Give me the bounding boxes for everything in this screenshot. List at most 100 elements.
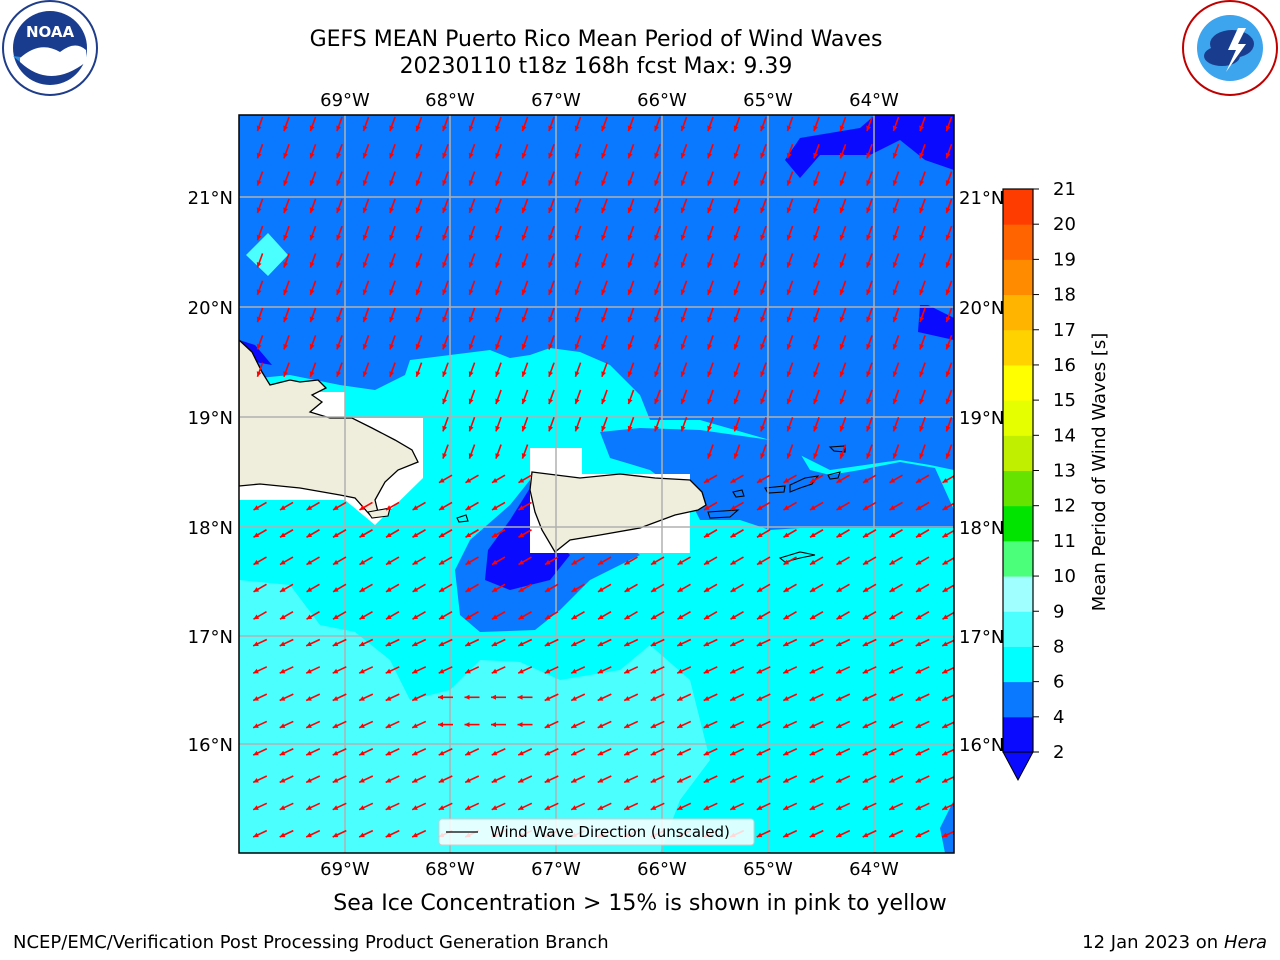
wind-wave-arrow [385, 610, 400, 620]
wind-wave-arrow [279, 638, 294, 647]
wind-wave-arrow [415, 225, 423, 241]
wind-wave-arrow [839, 225, 847, 241]
wind-wave-arrow [760, 253, 767, 268]
wind-wave-arrow [518, 474, 532, 484]
wind-wave-arrow [945, 389, 953, 405]
wind-wave-arrow [733, 116, 741, 132]
wind-wave-arrow [491, 802, 506, 811]
wind-wave-arrow [412, 556, 426, 566]
wind-wave-arrow [438, 501, 453, 511]
wind-wave-arrow [464, 775, 480, 784]
wind-wave-arrow [809, 802, 824, 811]
wind-wave-arrow [517, 775, 533, 784]
wind-wave-arrow [442, 116, 449, 132]
wind-wave-arrow [601, 253, 608, 268]
footer-date-text: 12 Jan 2023 on [1082, 932, 1224, 953]
wind-wave-arrow [601, 280, 608, 296]
wind-wave-arrow [491, 638, 506, 647]
land-st-croix [778, 551, 816, 563]
wind-wave-arrow [389, 253, 396, 268]
wind-wave-arrow [654, 143, 661, 159]
wind-wave-arrow [358, 829, 374, 838]
wind-wave-arrow [786, 143, 794, 159]
wind-wave-arrow [332, 583, 347, 593]
wind-wave-arrow [415, 198, 423, 214]
wind-wave-arrow [521, 416, 529, 432]
lat-label-left: 20°N [188, 298, 233, 319]
lon-label-top: 67°W [531, 90, 581, 111]
wind-wave-arrow [813, 280, 820, 296]
left-latitude-labels: 21°N 20°N 19°N 18°N 17°N 16°N [188, 188, 233, 756]
wind-wave-arrow [491, 556, 506, 566]
wind-wave-arrow [309, 280, 317, 296]
colorbar-tick-label: 9 [1053, 601, 1064, 622]
wind-wave-arrow [491, 529, 506, 538]
wind-wave-arrow [733, 416, 741, 432]
wind-wave-arrow [597, 638, 612, 647]
wind-wave-direction-arrows [252, 116, 954, 838]
wind-wave-arrow [465, 474, 479, 484]
wind-wave-arrow [707, 116, 714, 132]
wind-wave-arrow [650, 748, 665, 756]
wind-wave-arrow [415, 143, 423, 159]
colorbar-segment [1003, 224, 1033, 260]
wind-wave-arrow [256, 253, 264, 268]
wind-wave-arrow [809, 610, 824, 620]
wind-wave-arrow [835, 775, 851, 784]
wind-wave-arrow [892, 116, 900, 132]
wind-wave-arrow [654, 280, 661, 296]
wind-wave-arrow [866, 444, 873, 459]
wind-wave-arrow [862, 666, 877, 674]
wind-wave-arrow [839, 416, 847, 432]
wind-wave-arrow [252, 775, 268, 784]
wind-wave-arrow [544, 693, 559, 702]
wind-wave-arrow [627, 225, 635, 241]
wind-wave-arrow [786, 198, 794, 214]
wind-wave-arrow [253, 583, 267, 593]
wind-wave-arrow [442, 198, 449, 214]
wind-wave-arrow [336, 143, 343, 159]
wind-wave-arrow [866, 280, 873, 296]
wind-wave-arrow [915, 501, 930, 511]
wind-wave-arrow [415, 335, 423, 350]
wind-wave-arrow [813, 253, 820, 268]
colorbar: 2 4 6 8 9 10 11 12 13 14 15 16 17 18 19 20 21 [1002, 179, 1076, 782]
wind-wave-arrow [919, 198, 926, 214]
wind-wave-arrow [836, 501, 850, 511]
wind-wave-arrow [464, 638, 480, 647]
wind-wave-arrow [571, 610, 585, 620]
wind-wave-arrow [783, 474, 797, 484]
wind-wave-arrow [359, 583, 373, 593]
wind-wave-arrow [468, 307, 476, 323]
lat-label-right: 19°N [959, 408, 1004, 429]
wind-wave-arrow [570, 748, 586, 756]
wind-wave-arrow [650, 666, 665, 674]
wind-wave-arrow [888, 638, 904, 647]
wind-wave-arrow [866, 253, 873, 268]
wind-wave-arrow [252, 829, 268, 838]
period-2-4-east [918, 305, 954, 340]
wind-wave-arrow [889, 610, 903, 620]
wind-wave-arrow [438, 638, 453, 647]
wind-wave-arrow [491, 666, 506, 674]
lon-label-top: 66°W [637, 90, 687, 111]
colorbar-segment [1003, 364, 1033, 401]
wind-wave-arrow [760, 198, 767, 214]
lat-label-right: 16°N [959, 735, 1004, 756]
wind-wave-arrow [574, 198, 582, 214]
wind-wave-arrow [601, 225, 608, 241]
wind-wave-arrow [442, 171, 449, 186]
wind-wave-arrow [809, 666, 824, 674]
wind-wave-arrow [517, 666, 533, 674]
wind-wave-arrow [283, 171, 290, 186]
legend: Wind Wave Direction (unscaled) [438, 818, 755, 846]
wind-wave-arrow [521, 389, 529, 405]
wind-wave-arrow [279, 748, 294, 756]
wind-wave-arrow [415, 307, 423, 323]
wind-wave-arrow [919, 362, 926, 378]
wind-wave-arrow [760, 362, 767, 378]
wind-wave-arrow [703, 583, 718, 593]
wind-wave-arrow [283, 335, 290, 350]
wind-wave-arrow [707, 171, 714, 186]
sea-ice-note: Sea Ice Concentration > 15% is shown in … [0, 891, 1280, 916]
